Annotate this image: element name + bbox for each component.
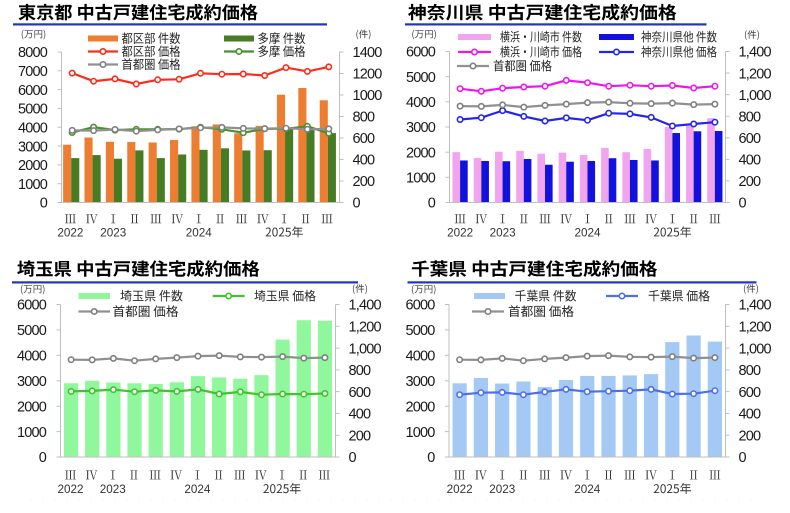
svg-text:3000: 3000 [406,120,436,136]
svg-text:3000: 3000 [18,139,48,155]
svg-text:600: 600 [353,131,376,147]
svg-text:0: 0 [353,196,361,212]
svg-text:7000: 7000 [18,64,48,80]
svg-text:6000: 6000 [405,298,435,314]
svg-text:1,000: 1,000 [349,341,382,357]
svg-text:2000: 2000 [17,399,47,415]
svg-text:0: 0 [428,196,436,212]
svg-text:0: 0 [739,196,747,212]
svg-text:6000: 6000 [18,83,48,99]
svg-text:600: 600 [739,385,762,401]
svg-text:3000: 3000 [405,374,435,390]
svg-text:8000: 8000 [18,45,48,61]
svg-text:1200: 1200 [353,67,383,83]
svg-text:1,200: 1,200 [739,320,772,336]
svg-text:2024: 2024 [574,483,601,496]
svg-text:5000: 5000 [17,323,47,339]
svg-text:1,400: 1,400 [739,298,772,314]
svg-text:1,000: 1,000 [739,88,772,104]
svg-text:2022: 2022 [57,226,83,239]
svg-text:2022: 2022 [57,483,83,496]
svg-text:3000: 3000 [17,374,47,390]
svg-text:1,200: 1,200 [349,320,382,336]
svg-text:2024: 2024 [186,226,213,239]
svg-text:1000: 1000 [353,88,383,104]
svg-text:1,200: 1,200 [739,66,772,82]
svg-text:800: 800 [739,109,762,125]
svg-text:1000: 1000 [17,425,47,441]
svg-text:600: 600 [739,131,762,147]
svg-text:800: 800 [349,363,372,379]
svg-text:5000: 5000 [405,323,435,339]
svg-text:0: 0 [739,450,747,466]
svg-text:600: 600 [349,385,372,401]
svg-text:1000: 1000 [406,171,436,187]
svg-text:2023: 2023 [489,483,515,496]
svg-text:2000: 2000 [406,145,436,161]
svg-text:1,400: 1,400 [349,298,382,314]
svg-text:2000: 2000 [18,158,48,174]
svg-text:1,400: 1,400 [739,45,772,61]
svg-text:2023: 2023 [100,483,126,496]
svg-text:1,000: 1,000 [739,341,772,357]
svg-text:400: 400 [349,407,372,423]
svg-text:0: 0 [40,196,48,212]
svg-text:800: 800 [739,363,762,379]
svg-text:5000: 5000 [18,102,48,118]
svg-text:200: 200 [353,174,376,190]
svg-text:2022: 2022 [447,483,473,496]
svg-text:2000: 2000 [405,399,435,415]
svg-text:4000: 4000 [18,120,48,136]
svg-text:200: 200 [349,428,372,444]
svg-text:800: 800 [353,110,376,126]
svg-text:200: 200 [739,174,762,190]
svg-text:0: 0 [349,450,357,466]
svg-text:200: 200 [739,428,762,444]
svg-text:6000: 6000 [406,45,436,61]
svg-text:1400: 1400 [353,45,383,61]
svg-text:4000: 4000 [405,349,435,365]
svg-text:2024: 2024 [184,483,211,496]
svg-text:4000: 4000 [406,95,436,111]
svg-text:2022: 2022 [447,226,473,239]
svg-text:1000: 1000 [405,425,435,441]
svg-text:0: 0 [39,450,47,466]
svg-text:0: 0 [427,450,435,466]
svg-text:400: 400 [353,153,376,169]
svg-text:1000: 1000 [18,177,48,193]
svg-text:2023: 2023 [100,226,126,239]
svg-text:5000: 5000 [406,70,436,86]
svg-text:6000: 6000 [17,298,47,314]
svg-text:400: 400 [739,153,762,169]
svg-text:4000: 4000 [17,349,47,365]
svg-text:400: 400 [739,407,762,423]
svg-text:2023: 2023 [490,226,516,239]
svg-text:2024: 2024 [574,226,601,239]
